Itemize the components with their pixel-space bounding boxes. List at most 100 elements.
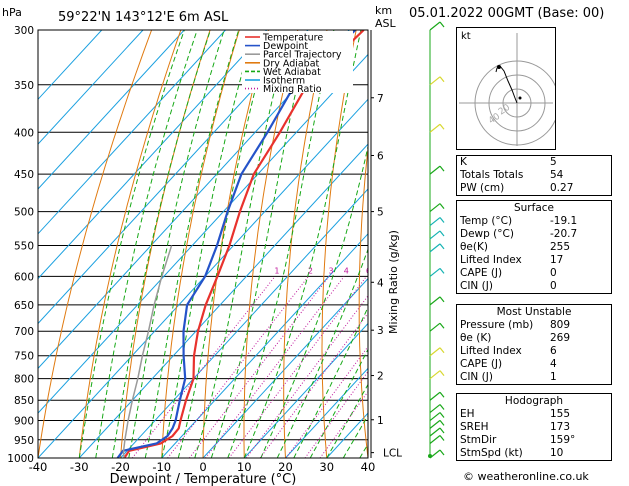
index-label: PW (cm) <box>460 182 505 194</box>
isotherm-line <box>161 233 368 458</box>
height-tick-label: 4 <box>377 277 384 289</box>
isotherm-line <box>38 30 144 145</box>
mixing-ratio-label: 1 <box>274 266 279 275</box>
row-label: Lifted Index <box>460 345 522 357</box>
legend-label: Dry Adiabat <box>263 58 320 69</box>
wind-barb <box>429 322 441 332</box>
wind-barbs <box>428 21 445 459</box>
isotherm-line <box>202 277 368 458</box>
pressure-tick-label: 700 <box>14 326 34 338</box>
surface-row: CAPE (J) 0 <box>457 267 611 280</box>
surface-title: Surface <box>513 202 554 214</box>
row-label: EH <box>460 408 475 420</box>
surface-table: Surface Temp (°C) -19.1 Dewp (°C) -20.7 θe… <box>456 200 612 294</box>
row-value: -19.1 <box>550 215 578 227</box>
dry-adiabat-line <box>283 30 328 458</box>
wind-barb <box>429 435 441 444</box>
wind-barb-flag <box>439 370 445 377</box>
dry-adiabat-line <box>619 30 629 458</box>
pressure-tick-label: 500 <box>14 207 34 219</box>
height-tick-label: 3 <box>377 325 384 337</box>
wind-barb <box>429 203 441 213</box>
height-tick-label: 6 <box>377 150 384 162</box>
index-label: K <box>460 156 467 168</box>
wind-barb-flag <box>439 203 445 209</box>
wind-barb-flag <box>439 435 445 441</box>
mixing-ratio-line <box>228 276 367 458</box>
mixing-ratio-label: 15 <box>417 266 427 275</box>
row-label: Temp (°C) <box>460 215 513 227</box>
row-value: 159° <box>550 434 576 446</box>
legend-label: Parcel Trajectory <box>263 50 342 61</box>
height-axis: 1 2 3 4 5 6 7 LCL <box>370 30 402 460</box>
height-tick-label: 2 <box>377 371 384 383</box>
mixing-ratio-line <box>259 312 368 458</box>
mixing-ratio-label: 6 <box>366 266 371 275</box>
row-label: Pressure (mb) <box>460 319 534 331</box>
row-value: 809 <box>550 319 571 331</box>
row-value: 255 <box>550 241 571 253</box>
row-label: StmDir <box>460 434 497 446</box>
legend-label: Isotherm <box>263 76 305 87</box>
wind-barb <box>429 21 441 31</box>
chart-series <box>116 30 365 458</box>
wet-adiabat-line <box>243 30 362 458</box>
wind-barb-flag <box>439 76 445 83</box>
hodograph-table: Hodograph EH 155 SREH 173 StmDir 159° StmSp… <box>456 393 612 461</box>
hodograph-unit: kt <box>461 31 471 42</box>
wet-adiabat-line <box>227 30 335 458</box>
wet-adiabat-line <box>309 348 368 458</box>
row-value: 1 <box>550 371 557 383</box>
legend-label: Temperature <box>262 33 323 44</box>
wind-barb-flag <box>439 296 445 303</box>
pressure-tick-label: 450 <box>14 169 34 181</box>
temperature-tick-label: -10 <box>152 460 171 474</box>
plot-frame <box>37 29 369 459</box>
temperature-tick-label: -30 <box>70 460 89 474</box>
pressure-tick-label: 600 <box>14 271 34 283</box>
dry-adiabat-line <box>120 30 211 458</box>
height-tick-label: 5 <box>377 207 384 219</box>
wind-barb <box>429 347 441 357</box>
pressure-tick-label: 800 <box>14 374 34 386</box>
temperature-tick-label: -20 <box>111 460 130 474</box>
wind-barb-flag <box>439 391 445 398</box>
wet-adiabat-line <box>177 30 272 458</box>
temperature-tick-label: 0 <box>199 460 206 474</box>
mixing-ratio-line <box>285 345 368 458</box>
wind-barb <box>429 370 441 380</box>
wet-adiabat-line <box>128 30 225 458</box>
dry-adiabat-line <box>78 30 182 458</box>
hodograph-table-title: Hodograph <box>504 395 564 407</box>
height-tick-label: 1 <box>377 415 384 427</box>
temperature-line <box>123 30 365 458</box>
wind-barb-flag <box>439 230 445 237</box>
pressure-tick-label: 950 <box>14 435 34 447</box>
row-value: 10 <box>550 447 564 459</box>
dry-adiabat-line <box>358 144 368 458</box>
wind-barb <box>429 267 441 277</box>
wind-barb <box>429 76 441 86</box>
mu-row: Lifted Index 6 <box>457 345 611 358</box>
mixing-ratio-line <box>167 276 309 458</box>
wind-barb-flag <box>439 412 445 418</box>
pressure-tick-label: 1000 <box>7 453 34 465</box>
wind-barb <box>429 419 441 429</box>
mixing-ratio-line <box>319 390 368 458</box>
temperature-tick-label: 20 <box>278 460 293 474</box>
wind-barb <box>429 412 441 422</box>
hodo-row: StmDir 159° <box>457 434 611 447</box>
isotherm-line <box>38 53 368 414</box>
pressure-tick-label: 350 <box>14 80 34 92</box>
mixing-ratio-label: 4 <box>344 266 349 275</box>
legend-label: Mixing Ratio <box>263 84 322 95</box>
surface-row: CIN (J) 0 <box>457 280 611 293</box>
wind-barb <box>429 427 441 437</box>
legend-label: Wet Adiabat <box>263 67 321 78</box>
row-value: 0 <box>550 267 557 279</box>
row-value: 269 <box>550 332 571 344</box>
mu-row: θe (K) 269 <box>457 332 611 345</box>
